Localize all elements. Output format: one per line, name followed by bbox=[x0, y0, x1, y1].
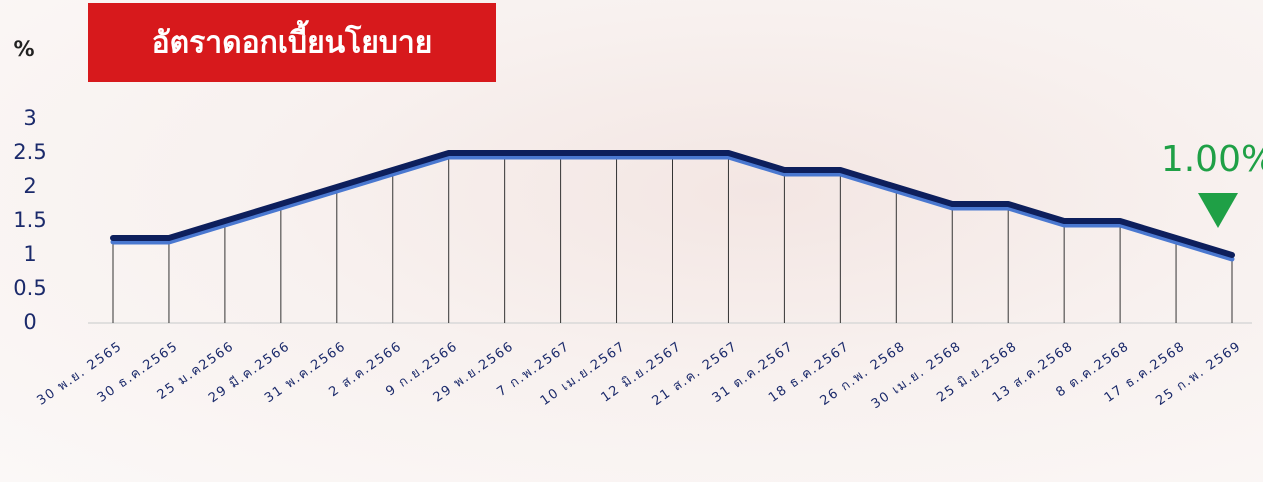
page: อัตราดอกเบี้ยนโยบาย % 1.00% 0 0.5 1 1.5 2 2.5… bbox=[0, 0, 1263, 482]
y-axis-label: % bbox=[13, 37, 34, 61]
y-tick-label: 2 bbox=[23, 174, 36, 198]
y-tick-label: 3 bbox=[23, 106, 36, 130]
chart-title: อัตราดอกเบี้ยนโยบาย bbox=[152, 20, 433, 61]
chart: อัตราดอกเบี้ยนโยบาย % 1.00% 0 0.5 1 1.5 2 2.5… bbox=[0, 0, 1263, 482]
y-tick-label: 2.5 bbox=[13, 140, 46, 164]
y-tick-label: 1.5 bbox=[13, 208, 46, 232]
y-tick-label: 0.5 bbox=[13, 276, 46, 300]
y-tick-label: 1 bbox=[23, 242, 36, 266]
annotation: 1.00% bbox=[1161, 139, 1263, 180]
annotation-marker bbox=[1198, 193, 1238, 228]
y-tick-label: 0 bbox=[23, 310, 36, 334]
